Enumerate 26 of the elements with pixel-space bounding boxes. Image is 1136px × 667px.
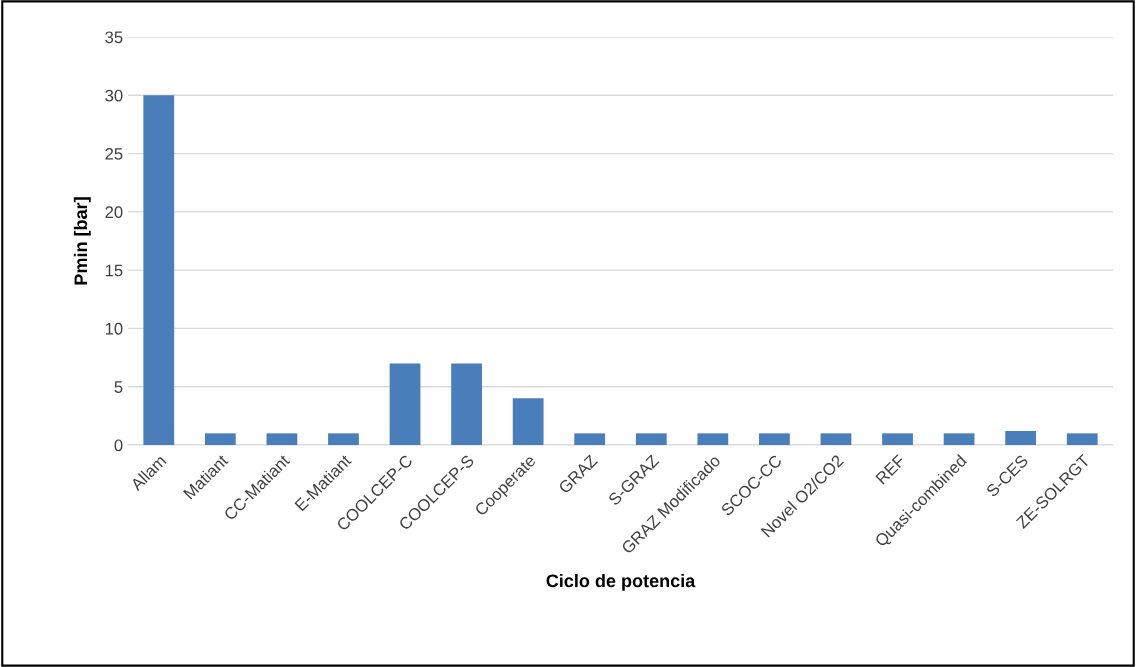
bar [1066,433,1098,445]
bar [759,433,790,445]
y-tick-label: 30 [105,89,123,102]
y-tick-label: 25 [105,147,123,160]
bar [697,433,729,445]
bar [451,363,482,445]
bar [574,433,606,445]
bar [635,433,667,445]
y-tick-label: 35 [105,31,123,44]
y-tick-label: 15 [105,264,123,277]
bar [389,363,421,445]
bar [266,433,298,445]
bar [820,433,852,445]
bar [204,433,236,445]
y-axis-title: Pmin [bar] [73,197,91,285]
bar [143,95,175,445]
y-tick-label: 0 [114,439,123,452]
bar [1005,431,1037,445]
bar [512,398,544,445]
bar [882,433,913,445]
y-tick-label: 5 [114,381,123,393]
bar [328,433,359,445]
bar [943,433,975,445]
y-tick-label: 10 [105,322,123,335]
x-axis-title: Ciclo de potencia [546,573,696,591]
y-tick-label: 20 [105,206,123,219]
